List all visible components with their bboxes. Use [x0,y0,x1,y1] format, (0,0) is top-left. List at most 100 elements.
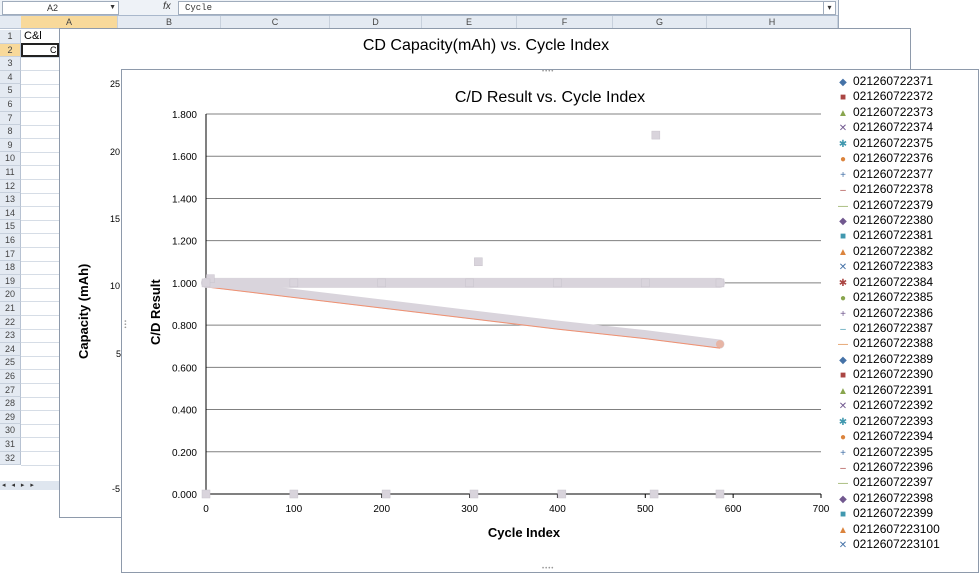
legend-item: ✕ 021260722383 [837,259,933,274]
square-marker-icon: ■ [839,370,847,382]
row-header-10[interactable]: 10 [0,152,21,166]
cell-border [21,423,59,425]
row-header-7[interactable]: 7 [0,111,21,126]
formula-expand-button[interactable]: ▾ [823,1,836,15]
sheet-tab-nav[interactable]: ◂ ◂ ▸ ▸ [0,481,60,490]
row-header-27[interactable]: 27 [0,383,21,398]
declining-series-edge [205,286,721,349]
y-tick-label: 0.400 [172,406,197,417]
star-marker-icon: ✱ [838,416,848,428]
row-header-11[interactable]: 11 [0,166,21,180]
column-header-c[interactable]: C [221,16,330,28]
row-header-21[interactable]: 21 [0,302,21,316]
zero-point [381,489,391,499]
row-header-14[interactable]: 14 [0,206,21,221]
row-header-2[interactable]: 2 [0,43,21,58]
legend-label: 021260722392 [853,398,934,413]
row-header-15[interactable]: 15 [0,220,21,234]
row-header-32[interactable]: 32 [0,451,21,466]
legend-label: 021260722383 [853,259,934,274]
resize-handle-bottom[interactable]: •••• [542,566,555,572]
x-tick-label: 400 [549,504,566,515]
cell-a2[interactable]: C [50,45,57,55]
row-header-25[interactable]: 25 [0,356,21,370]
row-header-5[interactable]: 5 [0,84,21,98]
row-header-12[interactable]: 12 [0,179,21,194]
row-header-1[interactable]: 1 [0,30,21,44]
chart-title: C/D Result vs. Cycle Index [455,89,645,106]
column-header-d[interactable]: D [330,16,422,28]
triangle-marker-icon: ▲ [838,385,848,397]
legend-item: ✱ 021260722384 [837,275,933,290]
name-box[interactable]: A2 ▼ [2,1,119,15]
baseline-point [641,278,650,288]
row-header-19[interactable]: 19 [0,274,21,289]
row-header-4[interactable]: 4 [0,70,21,85]
name-box-dropdown-icon[interactable]: ▼ [109,4,116,11]
legend-item: ‒ 021260722396 [837,460,933,475]
column-header-e[interactable]: E [422,16,517,28]
legend-item: ✕ 021260722392 [837,398,933,413]
capacity-ytick: 25 [110,79,121,89]
row-header-13[interactable]: 13 [0,193,21,207]
row-header-16[interactable]: 16 [0,234,21,248]
capacity-ytick: -5 [112,484,121,494]
column-header-g[interactable]: G [613,16,707,28]
column-header-f[interactable]: F [517,16,613,28]
cell-a1[interactable]: C&l [24,30,42,42]
y-tick-label: 1.600 [172,152,197,163]
row-header-24[interactable]: 24 [0,342,21,357]
line-marker-icon: — [838,200,848,212]
legend-label: 0212607223101 [853,537,940,552]
baseline-point [465,278,474,288]
baseline-point [377,278,386,288]
row-header-9[interactable]: 9 [0,138,21,153]
legend-item: +021260722386 [837,306,933,321]
row-header-30[interactable]: 30 [0,424,21,438]
cell-border [21,274,59,276]
circle-marker-icon: ● [839,432,847,444]
row-header-17[interactable]: 17 [0,247,21,262]
row-header-26[interactable]: 26 [0,370,21,384]
legend-label: 021260722378 [853,182,934,197]
x-tick-label: 300 [461,504,478,515]
name-box-value: A2 [47,3,59,13]
cell-border [21,56,59,58]
legend-item: ■ 021260722372 [837,89,933,104]
cell-border [21,233,59,235]
legend-item: +021260722377 [837,167,933,182]
fx-icon[interactable]: fx [163,1,171,12]
diamond-marker-icon: ◆ [839,354,847,366]
row-header-22[interactable]: 22 [0,315,21,330]
formula-input[interactable]: Cycle [178,1,830,15]
column-header-h[interactable]: H [707,16,838,28]
row-header-6[interactable]: 6 [0,98,21,112]
cell-border [21,219,59,221]
legend-label: 021260722381 [853,228,934,243]
axes [205,114,822,498]
resize-handle-left[interactable]: ••• [121,320,127,330]
column-header-b[interactable]: B [118,16,221,28]
star-marker-icon: ✱ [838,138,848,150]
row-header-23[interactable]: 23 [0,329,21,343]
legend-item: ▲ 021260722382 [837,244,933,259]
legend-item: +021260722395 [837,445,933,460]
row-header-31[interactable]: 31 [0,438,21,452]
row-header-3[interactable]: 3 [0,57,21,71]
capacity-ytick: 20 [110,147,121,157]
cell-border [21,396,59,398]
row-header-28[interactable]: 28 [0,397,21,411]
row-header-20[interactable]: 20 [0,288,21,302]
formula-bar: A2 ▼ fx Cycle ▾ [0,0,838,16]
resize-handle-top[interactable]: •••• [542,69,555,75]
column-header-a[interactable]: A [21,16,118,28]
y-tick-label: 0.200 [172,448,197,459]
circle-marker-icon: ● [839,293,847,305]
declining-series-band [201,278,725,349]
row-header-29[interactable]: 29 [0,410,21,425]
legend-label: 021260722390 [853,367,934,382]
row-header-8[interactable]: 8 [0,125,21,139]
row-header-18[interactable]: 18 [0,261,21,275]
baseline-point [201,278,211,288]
